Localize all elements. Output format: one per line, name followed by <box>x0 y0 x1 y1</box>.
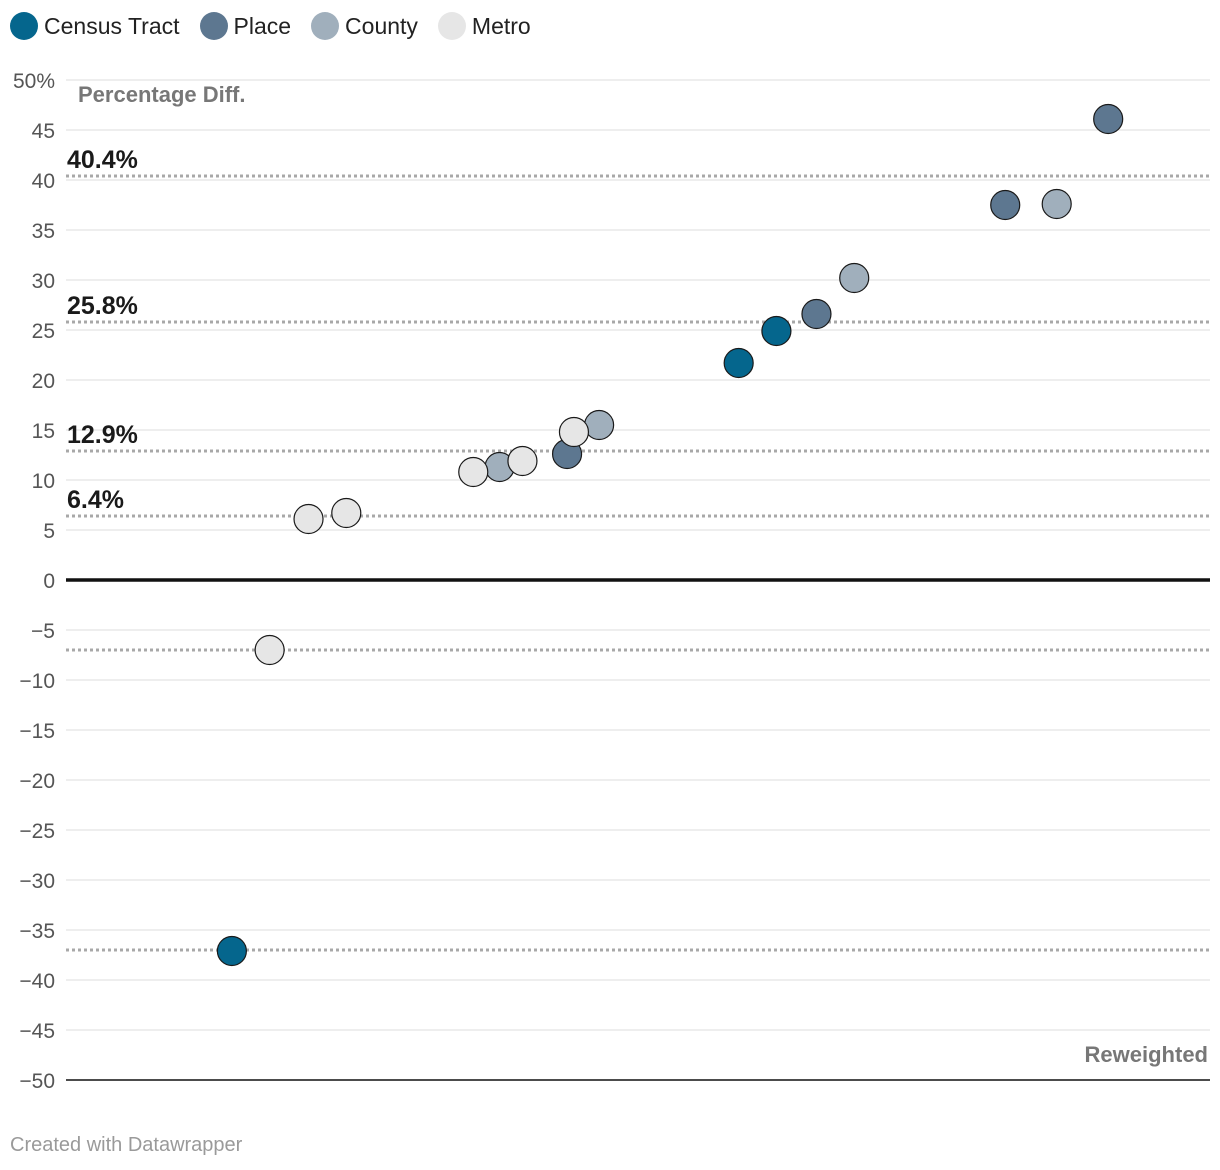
y-tick-label: −45 <box>19 1020 55 1043</box>
data-point-census-tract <box>761 315 792 347</box>
data-point-place <box>1093 103 1124 135</box>
data-point-county <box>1041 188 1072 220</box>
y-tick-label: −15 <box>19 720 55 743</box>
data-point-county <box>839 262 870 294</box>
data-point-metro <box>331 497 362 529</box>
y-tick-label: 40 <box>32 170 55 193</box>
data-point-metro <box>254 634 285 666</box>
legend-label: Census Tract <box>44 12 180 39</box>
y-tick-label: −20 <box>19 770 55 793</box>
data-point-census-tract <box>216 935 247 967</box>
y-tick-label: 50% <box>13 70 55 93</box>
data-point-place <box>990 189 1021 221</box>
legend-item-county: County <box>311 12 418 40</box>
y-axis-title: Percentage Diff. <box>78 82 246 107</box>
data-point-place <box>801 298 832 330</box>
data-point-county <box>584 409 615 441</box>
reference-line-label: 25.8% <box>67 292 138 320</box>
y-tick-label: 5 <box>43 520 55 543</box>
footer-credit: Created with Datawrapper <box>10 1134 243 1156</box>
data-point-metro <box>558 416 590 448</box>
y-tick-label: −10 <box>19 670 55 693</box>
y-tick-label: −50 <box>19 1070 55 1093</box>
y-tick-label: 45 <box>32 120 55 143</box>
y-tick-label: −25 <box>19 820 55 843</box>
y-tick-label: 20 <box>32 370 55 393</box>
legend-item-place: Place <box>199 12 292 40</box>
legend-label: Place <box>233 12 292 39</box>
y-tick-label: 30 <box>32 270 55 293</box>
reference-line-label: 6.4% <box>67 486 124 514</box>
reference-line-label: 12.9% <box>67 421 138 449</box>
y-tick-label: 15 <box>32 420 55 443</box>
legend-label: Metro <box>471 12 531 39</box>
data-point-census-tract <box>723 347 754 379</box>
legend: Census Tract Place County Metro <box>10 12 551 40</box>
legend-item-metro: Metro <box>437 12 531 40</box>
legend-swatch <box>10 12 38 40</box>
y-tick-label: 35 <box>32 220 55 243</box>
y-tick-label: −40 <box>19 970 55 993</box>
legend-swatch <box>311 12 340 40</box>
y-tick-label: 25 <box>32 320 55 343</box>
reference-line-label: 40.4% <box>67 146 138 174</box>
x-axis-title: Reweighted <box>1085 1042 1208 1067</box>
y-tick-label: −5 <box>31 620 55 643</box>
y-tick-label: 10 <box>32 470 55 493</box>
y-tick-label: −35 <box>19 920 55 943</box>
legend-label: County <box>345 12 418 39</box>
legend-item-census-tract: Census Tract <box>10 12 180 40</box>
y-tick-label: −30 <box>19 870 55 893</box>
data-point-metro <box>507 445 538 477</box>
data-point-metro <box>458 456 489 488</box>
y-tick-label: 0 <box>43 570 55 593</box>
legend-swatch <box>199 12 228 40</box>
legend-swatch <box>437 12 466 40</box>
data-point-metro <box>293 503 324 535</box>
